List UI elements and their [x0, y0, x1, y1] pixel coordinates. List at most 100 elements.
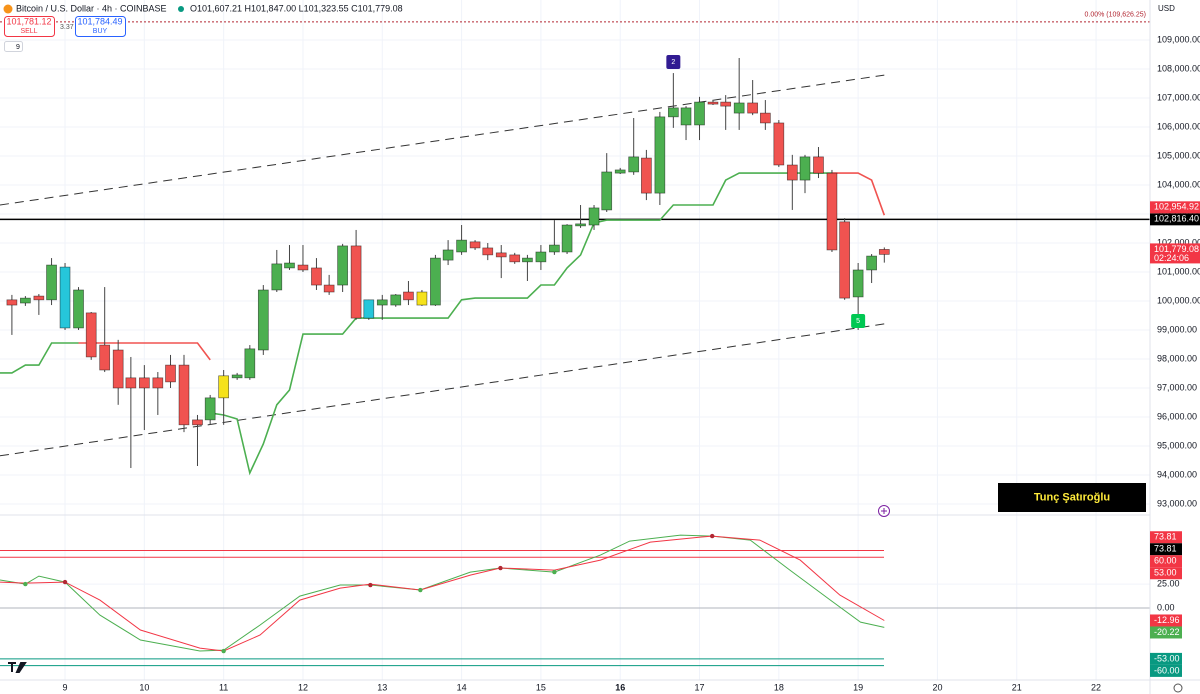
candle-body	[165, 364, 176, 383]
indicators-toggle[interactable]	[4, 41, 23, 52]
osc-label-box	[1150, 531, 1182, 544]
x-tick-label: 18	[774, 682, 784, 692]
cross-dot	[710, 533, 715, 539]
candle-body	[694, 101, 705, 126]
osc-tick-label: 0.00	[1157, 602, 1175, 612]
candle-body	[456, 239, 467, 253]
candle-body	[601, 171, 613, 211]
y-tick-label: 93,000.00	[1157, 498, 1197, 508]
price-label-box	[1150, 213, 1200, 226]
y-tick-label: 94,000.00	[1157, 469, 1197, 479]
x-tick-label: 13	[377, 682, 387, 692]
candle-body	[204, 397, 216, 421]
candle-body	[680, 107, 692, 126]
price-label-box	[1150, 201, 1200, 214]
candle-body	[588, 207, 600, 226]
candle-body	[323, 284, 335, 293]
candle-body	[403, 291, 414, 301]
osc-label: -20.22	[1154, 627, 1180, 637]
buy-price: 101,784.49	[77, 16, 122, 26]
candle-body	[416, 291, 428, 306]
osc-label-box	[1150, 567, 1182, 580]
cross-dot	[62, 579, 68, 585]
candle-body	[6, 299, 18, 306]
spread: 3.37	[60, 24, 74, 31]
cross-dot	[368, 582, 373, 588]
osc-label: -53.00	[1154, 653, 1180, 663]
candle-body	[85, 312, 97, 358]
osc-label: -60.00	[1154, 665, 1180, 675]
candle-body	[720, 101, 732, 107]
x-tick-label: 19	[853, 682, 863, 692]
candle-body	[733, 102, 745, 114]
candle-body	[311, 267, 322, 286]
signal-marker	[666, 55, 681, 70]
x-tick-label: 20	[932, 682, 942, 692]
candle-body	[390, 294, 402, 306]
candle-body	[641, 157, 652, 194]
osc-label-box	[1150, 543, 1182, 556]
y-tick-label: 104,000.00	[1157, 179, 1200, 189]
candle-body	[773, 122, 785, 166]
candle-body	[73, 289, 84, 329]
y-tick-label: 96,000.00	[1157, 411, 1197, 421]
candle-body	[125, 377, 137, 389]
cross-dot	[418, 587, 423, 593]
y-tick-label: 105,000.00	[1157, 150, 1200, 160]
candle-body	[535, 251, 547, 263]
candle-body	[99, 344, 111, 371]
x-tick-label: 10	[139, 682, 149, 692]
signal-marker	[851, 314, 866, 329]
buy-button[interactable]	[75, 16, 126, 37]
y-tick-label: 107,000.00	[1157, 92, 1200, 102]
candle-body	[112, 349, 124, 389]
candle-body	[218, 375, 230, 399]
candle-body	[33, 295, 45, 301]
candle-body	[244, 348, 256, 379]
market-status	[178, 6, 184, 12]
x-tick-label: 12	[298, 682, 308, 692]
cross-dot	[498, 565, 503, 571]
candle-body	[549, 244, 560, 253]
osc-label: -12.96	[1154, 615, 1180, 625]
x-tick-label: 22	[1091, 682, 1101, 692]
candle-body	[430, 257, 441, 306]
cross-dot	[23, 581, 28, 587]
y-tick-label: 102,000.00	[1157, 237, 1200, 247]
cross-dot	[552, 569, 557, 575]
currency: USD	[1158, 4, 1175, 13]
candle-body	[509, 254, 521, 263]
candle-body	[271, 263, 283, 291]
osc-label: 73.81	[1154, 532, 1177, 542]
sell-button[interactable]	[4, 16, 55, 37]
osc-label-box	[1150, 626, 1182, 639]
price-label: 102,816.40	[1154, 214, 1199, 224]
cross-dot	[221, 648, 226, 654]
y-tick-label: 95,000.00	[1157, 440, 1197, 450]
osc-label-box	[1150, 652, 1182, 665]
osc-label: 73.81	[1154, 544, 1177, 554]
coin-icon	[3, 4, 13, 14]
logo	[8, 662, 27, 673]
settings-icon[interactable]	[1173, 683, 1183, 693]
osc-label-box	[1150, 664, 1182, 677]
y-tick-label: 99,000.00	[1157, 324, 1197, 334]
signal-label: 2	[671, 59, 675, 66]
candle-body	[747, 102, 759, 114]
symbol: Bitcoin / U.S. Dollar · 4h · COINBASE	[16, 3, 167, 13]
y-tick-label: 97,000.00	[1157, 382, 1197, 392]
candle-body	[839, 221, 851, 299]
candle-body	[376, 299, 388, 306]
candle-body	[575, 223, 586, 227]
osc-tick-label: 25.00	[1157, 578, 1180, 588]
candle-body	[707, 101, 719, 105]
candle-body	[469, 241, 481, 249]
y-tick-label: 101,000.00	[1157, 266, 1200, 276]
y-tick-label: 108,000.00	[1157, 63, 1200, 73]
candle-body	[20, 297, 31, 304]
sell-price: 101,781.12	[6, 16, 51, 26]
fib-label: 0.00% (109,626.25)	[1085, 12, 1147, 19]
sell-label: SELL	[20, 28, 37, 35]
